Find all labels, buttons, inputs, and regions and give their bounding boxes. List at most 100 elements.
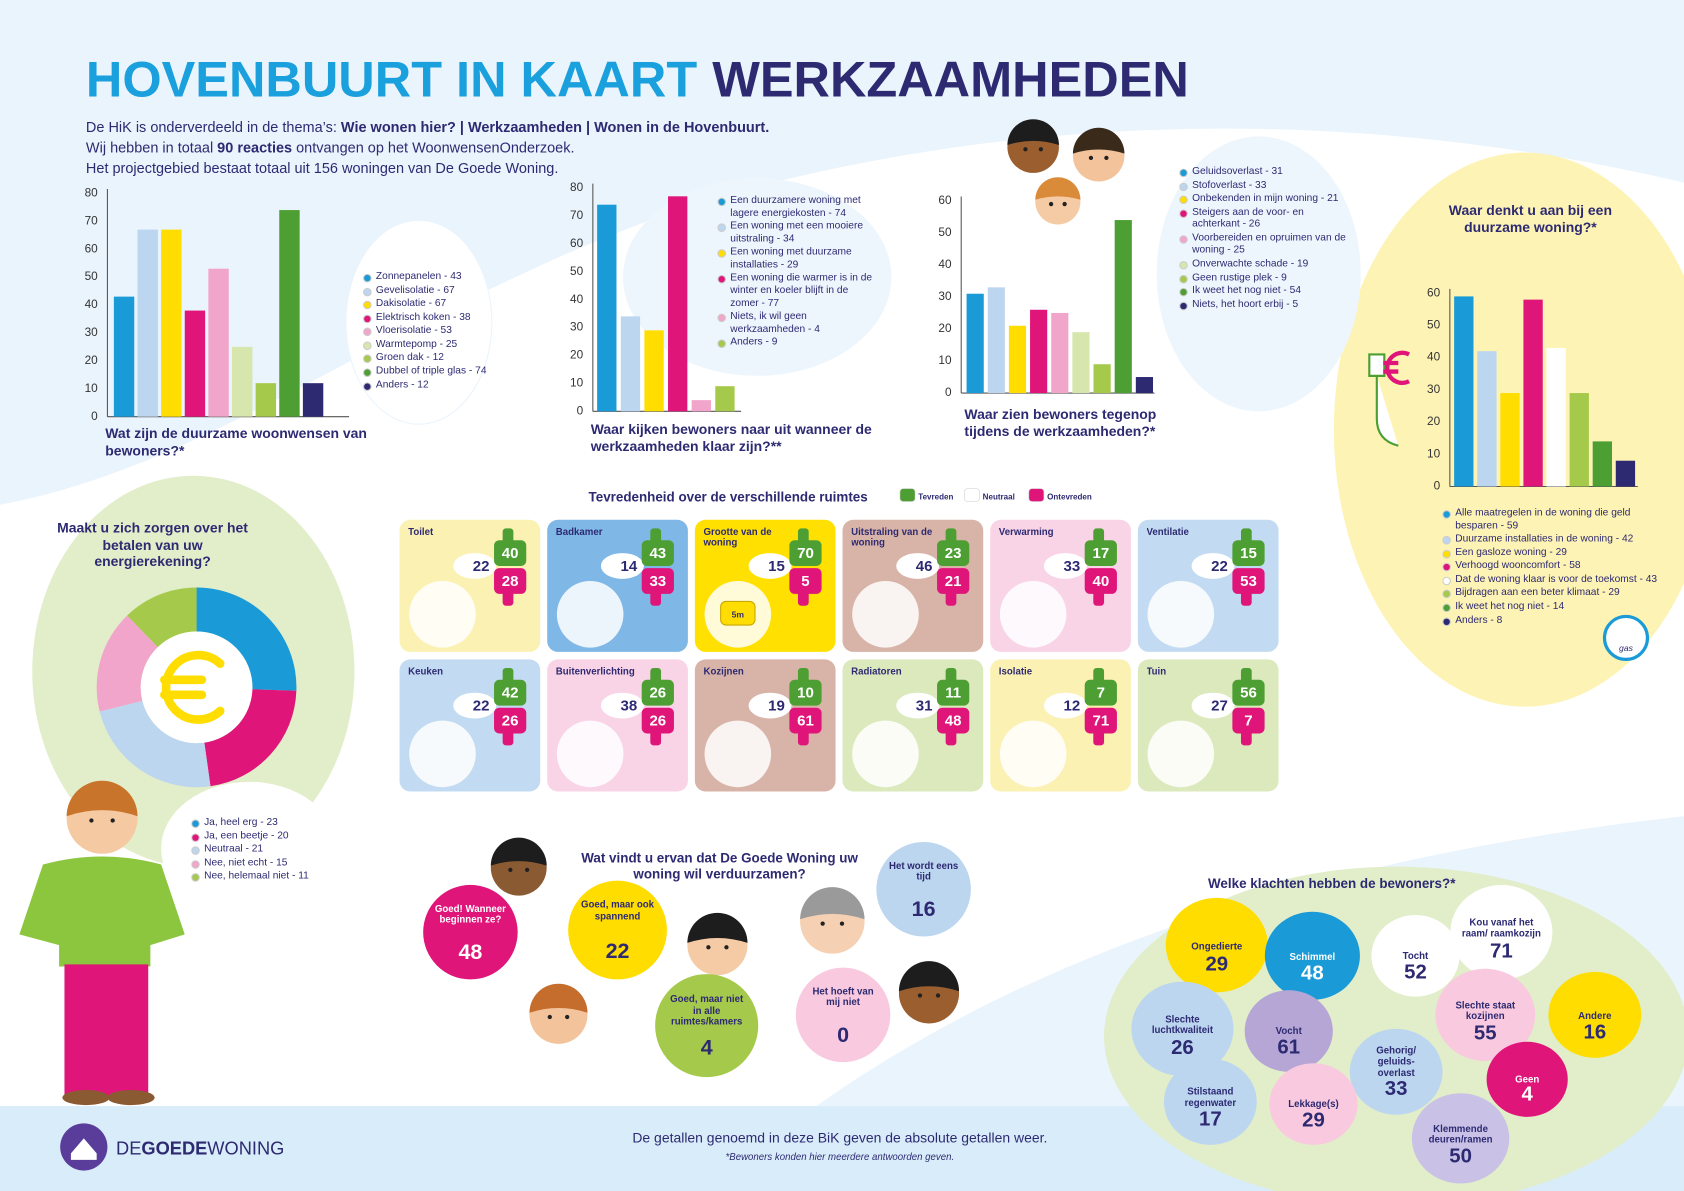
room-name: Buitenverlichting <box>555 665 635 677</box>
room-name: Badkamer <box>555 526 603 537</box>
dissatisfied-count: 5 <box>801 573 809 590</box>
section-title: Tevredenheid over de verschillende ruimt… <box>589 490 868 505</box>
legend-label: Niets, ik wil geen werkzaamheden - 4 <box>730 310 820 335</box>
neutral-cloud <box>1043 553 1087 579</box>
answer-label-box: Het wordt eens tijd <box>889 860 958 882</box>
legend: Zonnepanelen - 43 Gevelisolatie - 67 Dakis… <box>363 271 508 391</box>
eye <box>508 867 513 873</box>
legend: Geluidsoverlast - 31 Stofoverlast - 33 Onb… <box>1179 165 1351 311</box>
thumb-down <box>789 707 822 734</box>
complaint-count: 52 <box>1404 961 1427 983</box>
title-part: HOVENBUURT IN KAART <box>86 51 697 108</box>
legend-label: Nee, helemaal niet - 11 <box>204 870 309 883</box>
legend-swatch <box>717 275 727 285</box>
y-tick-label: 10 <box>938 353 952 367</box>
thumb-up <box>1084 540 1117 566</box>
legend-item: Neutraal - 21 <box>191 843 336 856</box>
complaint-count: 16 <box>1583 1021 1606 1043</box>
legend-label: Onbekenden in mijn woning - 21 <box>1192 192 1339 205</box>
legend-item: Een woning met duurzame installaties - 2… <box>717 246 878 271</box>
legend-blob <box>622 178 892 376</box>
bar <box>208 268 229 417</box>
y-tick-label: 50 <box>570 264 584 278</box>
complaint-count: 33 <box>1385 1078 1408 1100</box>
eye <box>935 993 941 998</box>
legend-item: Dubbel of triple glas - 74 <box>363 365 508 378</box>
section-title-box: Welke klachten hebben de bewoners?* <box>1208 876 1455 891</box>
legend-swatch <box>1442 549 1451 559</box>
room-name-box: Radiatoren <box>851 666 901 677</box>
section-title-box: Wat vindt u ervan dat De Goede Woning uw… <box>581 851 858 882</box>
satisfied-count: 17 <box>1092 545 1109 562</box>
intro-text: 90 reacties <box>217 140 292 156</box>
room-illustration <box>1147 720 1215 788</box>
complaint-count: 26 <box>1171 1037 1194 1059</box>
y-tick-label: 0 <box>91 409 98 423</box>
donut-slice <box>204 689 297 787</box>
dissatisfied-count: 26 <box>502 713 519 730</box>
y-tick-label: 70 <box>570 208 584 222</box>
answer-bubble <box>423 884 518 980</box>
eye <box>1088 155 1094 161</box>
thumb-up <box>797 667 809 684</box>
legend-item: Bijdragen aan een beter klimaat - 29 <box>1442 587 1673 599</box>
complaint-label: Klemmende deuren/ramen <box>1428 1122 1493 1145</box>
y-tick-label: 20 <box>1427 414 1441 428</box>
legend-swatch <box>1442 510 1451 519</box>
legend-swatch <box>1442 603 1451 613</box>
thumb-up <box>1232 540 1265 566</box>
y-tick-label: 0 <box>1434 479 1441 493</box>
legend-item: Nee, niet echt - 15 <box>191 857 336 869</box>
room-name: Tuin <box>1146 665 1167 677</box>
y-tick-label: 40 <box>938 257 952 271</box>
answer-label: Het hoeft van mij niet <box>812 985 874 1008</box>
legend-item: Nee, helemaal niet - 11 <box>191 870 336 883</box>
room-illustration <box>852 720 919 788</box>
footer-note: De getallen genoemd in deze BiK geven de… <box>632 1130 1047 1146</box>
legend-label: Niets, het hoort erbij - 5 <box>1192 298 1299 311</box>
bar <box>1093 364 1111 394</box>
legend-item: Anders - 12 <box>363 379 508 391</box>
legend-label: Een woning die warmer is in de winter en… <box>730 272 873 309</box>
complaint-label-box: Schimmel <box>1290 951 1336 962</box>
legend-item: Een woning met een mooiere uitstraling -… <box>717 220 878 245</box>
legend-item: Anders - 9 <box>717 337 878 349</box>
hair <box>66 780 138 817</box>
hair <box>800 887 865 920</box>
y-tick-label: 80 <box>85 185 99 199</box>
legend-swatch <box>1179 301 1188 311</box>
neutral-cloud <box>1043 692 1087 719</box>
legend-blob <box>345 219 493 425</box>
legend-item: Dakisolatie - 67 <box>363 298 508 310</box>
complaint-label-box: Lekkage(s) <box>1288 1099 1339 1110</box>
eye <box>524 867 530 873</box>
y-tick-label: 80 <box>570 180 584 194</box>
dissatisfied-count: 33 <box>649 573 666 590</box>
legend-item: Niets, het hoort erbij - 5 <box>1179 298 1351 311</box>
legend-swatch <box>1442 590 1451 599</box>
neutral-count: 46 <box>916 558 933 575</box>
y-tick-label: 50 <box>938 225 952 239</box>
chart-title: Waar kijken bewoners naar uit wanneer de… <box>590 420 872 454</box>
complaint-bubble <box>1486 1041 1568 1117</box>
legend-item: Ja, heel erg - 23 <box>191 816 336 829</box>
legend-swatch <box>363 273 372 283</box>
bar <box>1030 309 1048 394</box>
eye <box>110 818 115 823</box>
dissatisfied-count: 71 <box>1092 713 1109 730</box>
thumb-up <box>797 528 809 544</box>
dissatisfied-count: 28 <box>502 573 519 590</box>
room-name-box: Kozijnen <box>703 666 743 677</box>
hair <box>898 961 960 992</box>
chart-title: Wat zijn de duurzame woonwensen van bewo… <box>105 425 367 459</box>
y-tick-label: 0 <box>577 403 584 417</box>
complaint-bubble <box>1165 897 1268 993</box>
legend-swatch <box>1442 617 1451 626</box>
legend-label: Ik weet het nog niet - 54 <box>1192 284 1302 297</box>
room-name: Uitstraling van de woning <box>851 526 933 549</box>
thumb-up <box>650 528 662 544</box>
bar <box>232 346 253 417</box>
complaint-label-box: Stilstaand regenwater <box>1185 1086 1237 1108</box>
complaint-label: Slechte luchtkwaliteit <box>1151 1013 1214 1036</box>
